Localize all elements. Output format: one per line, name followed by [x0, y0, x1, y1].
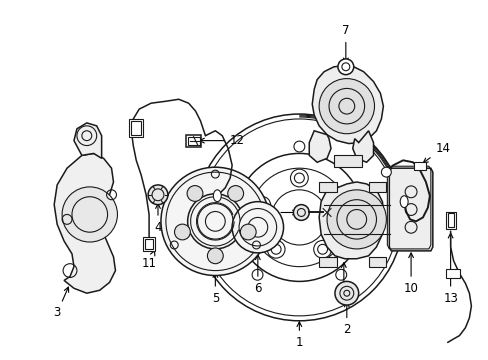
Circle shape: [232, 202, 283, 253]
Circle shape: [337, 59, 353, 75]
Text: 8: 8: [340, 263, 347, 305]
Bar: [368, 257, 386, 267]
Circle shape: [381, 167, 390, 177]
Ellipse shape: [399, 196, 407, 208]
Text: 1: 1: [295, 322, 303, 349]
Circle shape: [240, 224, 256, 240]
Text: 3: 3: [53, 287, 68, 319]
Text: 10: 10: [403, 253, 418, 295]
Text: 5: 5: [211, 273, 219, 305]
Bar: [143, 237, 155, 251]
Bar: [131, 121, 141, 135]
Polygon shape: [388, 168, 432, 251]
Bar: [445, 269, 459, 278]
Circle shape: [62, 187, 117, 242]
Polygon shape: [319, 182, 384, 259]
Polygon shape: [311, 66, 383, 144]
Circle shape: [227, 186, 243, 201]
Text: 2: 2: [343, 302, 350, 336]
Text: 11: 11: [142, 251, 156, 270]
Text: 4: 4: [154, 204, 162, 234]
Bar: [413, 162, 425, 170]
Bar: [187, 137, 199, 145]
Bar: [319, 257, 336, 267]
Circle shape: [174, 224, 190, 240]
Text: 6: 6: [254, 255, 261, 295]
Circle shape: [326, 190, 386, 249]
Circle shape: [334, 282, 358, 305]
Bar: [129, 119, 143, 137]
Bar: [145, 239, 153, 249]
Polygon shape: [352, 131, 373, 162]
Bar: [185, 135, 201, 147]
Ellipse shape: [213, 190, 221, 202]
Text: 12: 12: [199, 134, 244, 147]
Text: 13: 13: [442, 233, 457, 305]
Polygon shape: [74, 123, 102, 158]
Polygon shape: [54, 153, 115, 293]
Circle shape: [187, 186, 203, 201]
Bar: [333, 156, 361, 167]
Bar: [447, 213, 453, 227]
Circle shape: [293, 204, 308, 220]
Circle shape: [148, 185, 167, 204]
Bar: [368, 182, 386, 192]
Text: 14: 14: [422, 142, 449, 163]
Circle shape: [161, 167, 269, 275]
Circle shape: [207, 248, 223, 264]
Text: 7: 7: [342, 24, 349, 63]
Text: 9: 9: [267, 206, 297, 219]
Polygon shape: [308, 131, 330, 162]
Bar: [445, 212, 455, 229]
Bar: [319, 182, 336, 192]
Circle shape: [319, 78, 374, 134]
